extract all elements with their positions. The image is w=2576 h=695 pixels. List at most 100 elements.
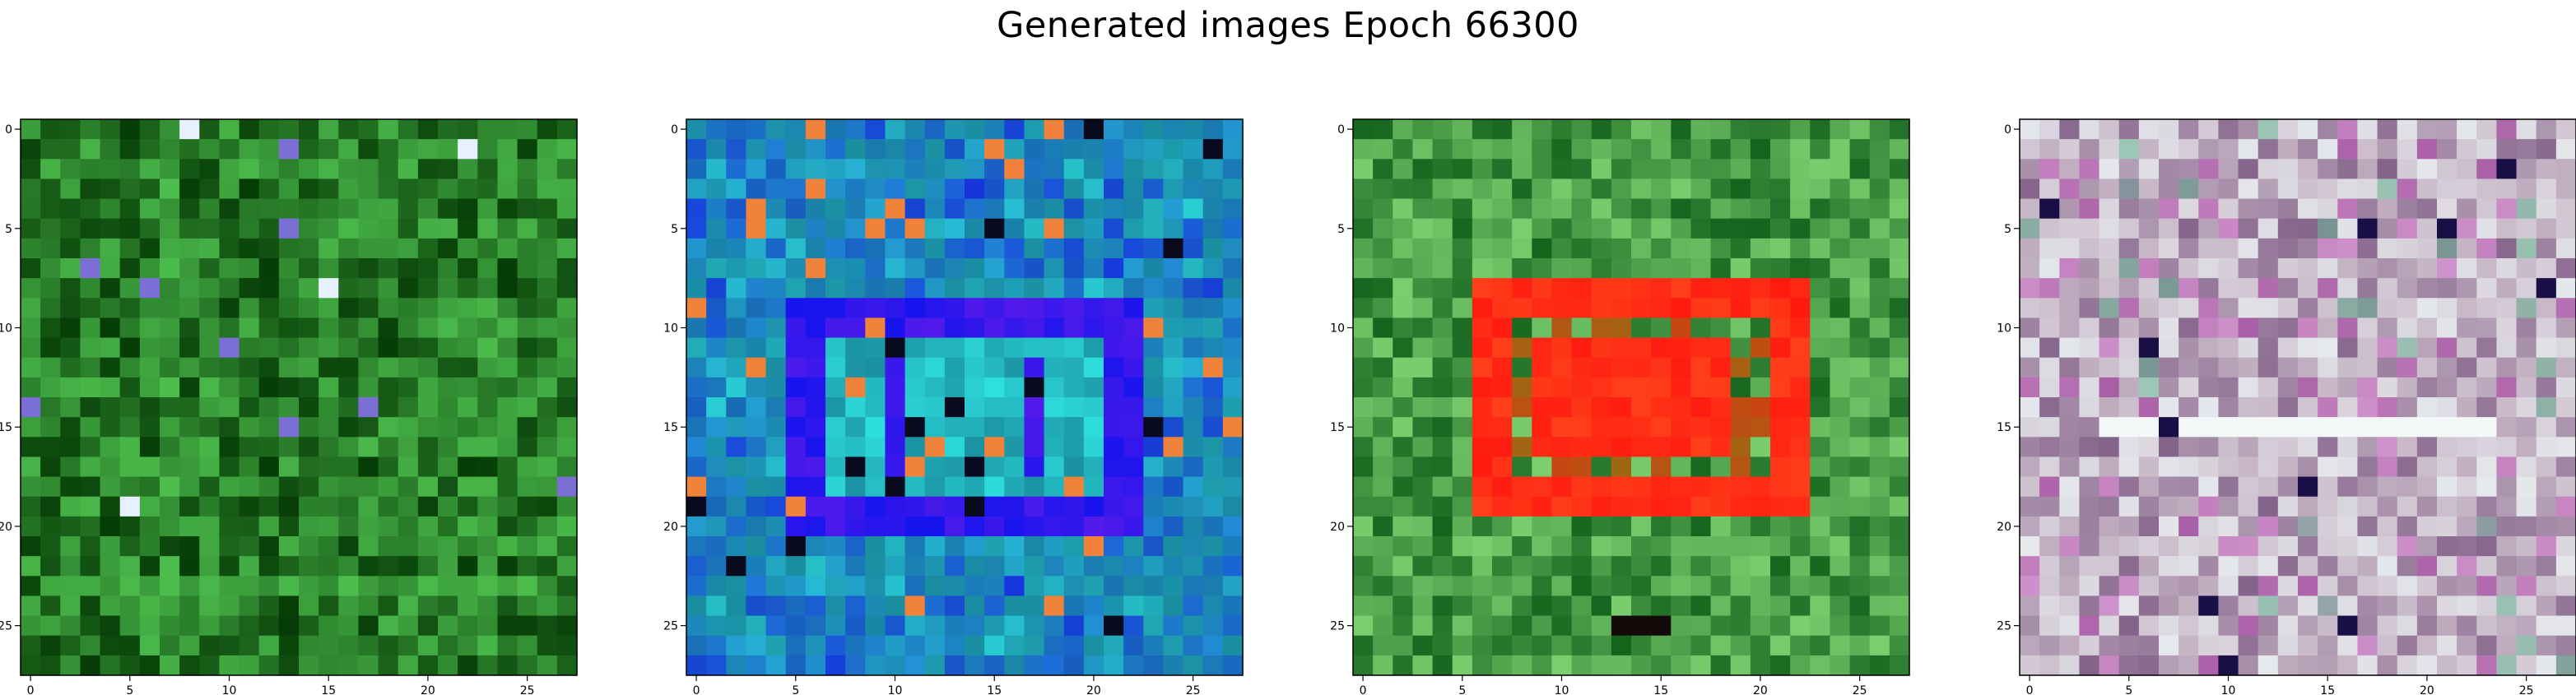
heatmap-cell [1183,576,1204,597]
heatmap-cell [825,298,846,319]
heatmap-cell [1353,238,1374,259]
heatmap-cell [1393,417,1414,438]
heatmap-cell [2138,159,2160,180]
heatmap-cell [2138,119,2160,140]
heatmap-cell [556,218,578,239]
heatmap-cell [984,655,1005,676]
heatmap-cell [1730,397,1751,418]
heatmap-cell [160,635,180,656]
heatmap-cell [2496,278,2518,299]
heatmap-cell [358,496,379,517]
heatmap-cell [944,456,965,478]
heatmap-cell [556,417,578,438]
y-tick-label: 5 [2004,223,2011,236]
heatmap-cell [1472,456,1493,478]
heatmap-cell [805,576,826,597]
heatmap-cell [517,258,538,279]
heatmap-cell [2159,357,2179,378]
heatmap-cell [1044,178,1065,200]
heatmap-cell [139,536,160,557]
heatmap-cell [885,635,906,656]
heatmap-cell [1183,278,1204,299]
heatmap-cell [80,278,101,299]
heatmap-cell [845,496,866,517]
heatmap-cell [1611,496,1632,517]
heatmap-cell [924,417,946,438]
heatmap-cell [2437,377,2457,398]
heatmap-cell [2039,496,2060,517]
heatmap-cell [1412,437,1434,458]
heatmap-cell [1571,536,1593,557]
heatmap-cell [1869,278,1890,299]
heatmap-cell [845,655,866,676]
heatmap-cell [1163,139,1184,160]
heatmap-cell [944,615,965,637]
heatmap-cell [1551,119,1573,140]
heatmap-cell [1143,655,1165,676]
heatmap-cell [1104,298,1124,319]
heatmap-cell [706,456,727,478]
heatmap-cell [1790,615,1811,637]
heatmap-cell [2020,496,2040,517]
heatmap-cell [2257,635,2279,656]
heatmap-cell [2337,516,2359,537]
heatmap-cell [338,437,360,458]
heatmap-cell [278,238,300,259]
heatmap-cell [1532,139,1553,160]
heatmap-cell [706,516,727,537]
heatmap-cell [338,119,360,140]
heatmap-cell [2536,298,2557,319]
heatmap-cell [965,655,985,676]
heatmap-cell [1631,337,1652,359]
heatmap-cell [458,655,478,676]
heatmap-cell [199,317,221,339]
heatmap-cell [2178,615,2199,637]
heatmap-cell [1710,576,1732,597]
heatmap-cell [746,456,767,478]
heatmap-cell [1730,337,1751,359]
heatmap-cell [1651,437,1672,458]
heatmap-cell [865,159,886,180]
heatmap-cell [1393,615,1414,637]
heatmap-cell [1412,456,1434,478]
heatmap-cell [1024,516,1045,537]
heatmap-cell [2257,516,2279,537]
heatmap-cell [2416,635,2438,656]
heatmap-cell [1849,159,1871,180]
heatmap-cell [904,595,926,617]
heatmap-cell [1063,437,1085,458]
heatmap-cell [944,119,965,140]
heatmap-cell [1222,178,1244,200]
heatmap-cell [2357,556,2378,577]
heatmap-cell [1849,417,1871,438]
heatmap-cell [2298,655,2318,676]
heatmap-cell [1393,159,1414,180]
heatmap-cell [2238,119,2259,140]
heatmap-cell [2218,337,2239,359]
heatmap-cell [984,139,1005,160]
heatmap-cell [179,437,200,458]
heatmap-cell [2357,139,2378,160]
heatmap-cell [1611,397,1632,418]
heatmap-cell [1631,317,1652,339]
heatmap-cell [2099,456,2120,478]
heatmap-cell [1143,576,1165,597]
heatmap-cell [1849,218,1871,239]
heatmap-cell [1750,516,1771,537]
heatmap-cell [1083,178,1104,200]
heatmap-cell [924,496,946,517]
heatmap-cell [2555,437,2576,458]
heatmap-cell [60,337,81,359]
heatmap-cell [1770,576,1791,597]
heatmap-cell [726,556,747,577]
heatmap-cell [2416,397,2438,418]
heatmap-cell [1770,218,1791,239]
heatmap-cell [805,258,826,279]
heatmap-cell [1889,119,1910,140]
heatmap-cell [537,119,558,140]
heatmap-cell [1710,536,1732,557]
heatmap-cell [2138,337,2160,359]
heatmap-cell [497,536,518,557]
heatmap-cell [1044,198,1065,220]
heatmap-cell [338,178,360,200]
